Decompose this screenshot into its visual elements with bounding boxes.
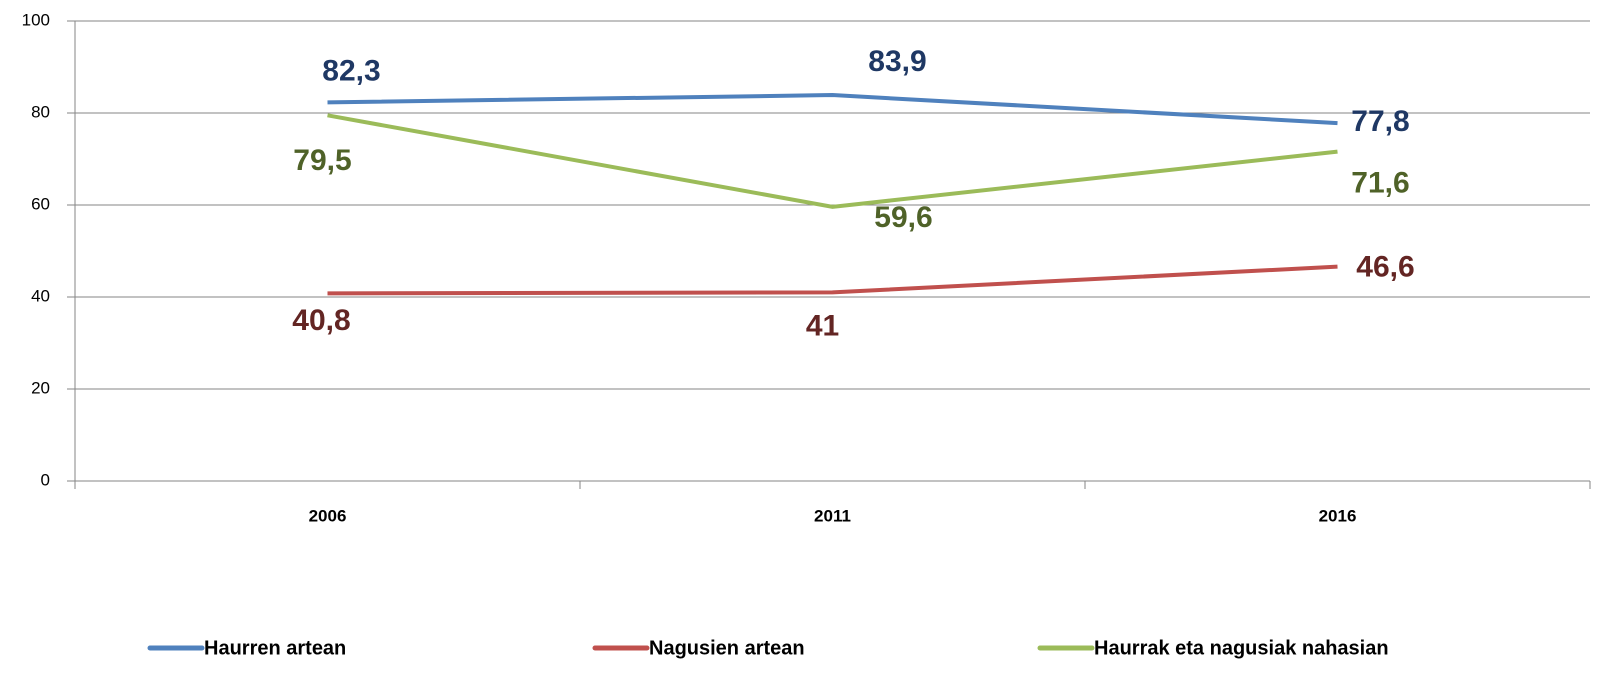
data-label: 83,9 <box>868 45 926 78</box>
series-line <box>327 113 1338 209</box>
data-label: 41 <box>806 309 839 342</box>
y-tick-label: 0 <box>41 470 50 489</box>
series-line <box>327 93 1338 126</box>
legend-label: Haurrak eta nagusiak nahasian <box>1094 637 1389 659</box>
x-tick-label: 2011 <box>814 506 851 525</box>
data-label: 40,8 <box>292 304 350 337</box>
legend-label: Haurren artean <box>204 637 346 659</box>
series-line <box>327 264 1338 296</box>
y-tick-label: 80 <box>31 102 50 121</box>
data-label: 46,6 <box>1356 251 1414 284</box>
data-label: 79,5 <box>293 144 351 177</box>
legend-label: Nagusien artean <box>649 637 805 659</box>
y-tick-label: 100 <box>22 10 50 29</box>
x-tick-label: 2006 <box>309 506 347 525</box>
y-tick-label: 20 <box>31 378 50 397</box>
x-tick-label: 2016 <box>1319 506 1357 525</box>
data-label: 71,6 <box>1351 167 1409 200</box>
y-tick-label: 60 <box>31 194 50 213</box>
data-label: 82,3 <box>322 54 380 87</box>
y-tick-label: 40 <box>31 286 50 305</box>
data-label: 77,8 <box>1351 105 1409 138</box>
data-label: 59,6 <box>874 201 932 234</box>
